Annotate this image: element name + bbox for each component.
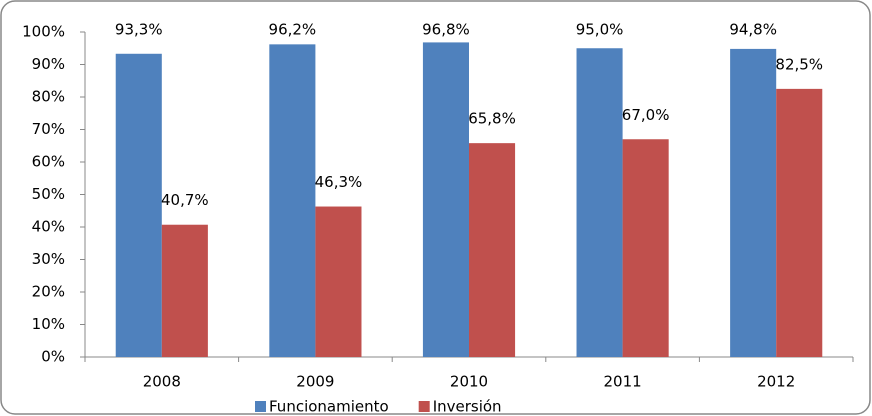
data-label: 46,3% [315, 173, 363, 191]
bar [161, 224, 208, 357]
y-tick-label: 100% [22, 23, 65, 41]
y-tick-label: 20% [32, 283, 65, 301]
data-label: 65,8% [468, 110, 516, 128]
y-tick-label: 70% [32, 120, 65, 138]
x-tick-label: 2010 [450, 373, 488, 391]
legend-swatch [418, 401, 430, 412]
bar [469, 143, 516, 357]
bar [269, 44, 316, 357]
data-label: 93,3% [115, 21, 163, 39]
legend-swatch [255, 401, 266, 412]
y-tick-label: 50% [32, 185, 65, 203]
x-tick-label: 2012 [757, 373, 795, 391]
data-label: 67,0% [622, 106, 670, 124]
legend-label: Inversión [433, 398, 502, 416]
data-label: 40,7% [161, 191, 209, 209]
bar [622, 139, 669, 357]
bar [776, 88, 823, 357]
y-tick-label: 10% [32, 315, 65, 333]
y-tick-label: 80% [32, 88, 65, 106]
x-tick-label: 2009 [296, 373, 334, 391]
legend-label: Funcionamiento [269, 398, 389, 416]
bar [115, 53, 162, 358]
data-label: 96,8% [422, 21, 470, 39]
data-label: 96,2% [269, 21, 317, 39]
data-label: 82,5% [775, 55, 823, 73]
bar [730, 48, 777, 358]
y-tick-label: 60% [32, 153, 65, 171]
data-label: 95,0% [576, 21, 624, 39]
y-tick-label: 0% [41, 348, 65, 366]
y-tick-label: 90% [32, 55, 65, 73]
x-tick-label: 2011 [604, 373, 642, 391]
bar [422, 42, 469, 358]
y-tick-label: 40% [32, 218, 65, 236]
bar [315, 206, 362, 357]
bar [576, 48, 623, 357]
x-tick-label: 2008 [143, 373, 181, 391]
data-label: 94,8% [729, 21, 777, 39]
y-tick-label: 30% [32, 250, 65, 268]
